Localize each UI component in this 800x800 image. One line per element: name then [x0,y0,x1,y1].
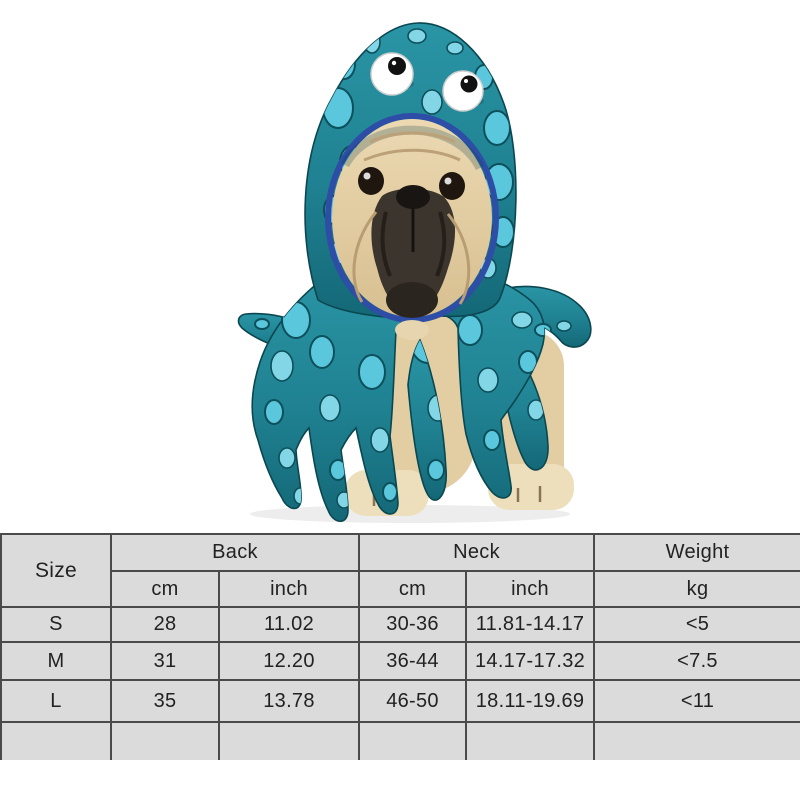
cell-back-cm: 31 [110,641,220,681]
pug-face [332,119,492,340]
product-photo [237,22,592,523]
googly-eye-right [442,70,484,112]
cell-back-inch: 12.20 [217,641,361,681]
subcol-neck-inch: inch [465,570,596,608]
googly-eyes [370,52,484,112]
cell-neck-inch: 11.81-14.17 [465,606,596,643]
column-group-neck: Neck [358,533,596,572]
size-row-l: L 35 13.78 46-50 18.11-19.69 <11 [0,679,800,723]
pug-nose [396,185,430,209]
cell-back-inch: 11.02 [217,606,361,643]
pug-eye-left [358,167,384,195]
cell-size: M [0,641,112,681]
subcol-weight-kg: kg [593,570,800,608]
cell-size: S [0,606,112,643]
octopus-costume-pug-illustration [237,22,592,523]
column-group-back: Back [109,533,361,572]
cell-back-cm: 28 [110,606,220,643]
cell-neck-cm: 30-36 [358,606,468,643]
cell-weight-kg: <5 [593,606,800,643]
cell-back-inch: 13.78 [217,679,361,723]
cell-neck-cm: 46-50 [358,679,468,723]
subcol-back-inch: inch [217,570,361,608]
subcol-back-cm: cm [110,570,220,608]
cell-weight-kg: <11 [593,679,800,723]
size-row-s: S 28 11.02 30-36 11.81-14.17 <5 [0,606,800,643]
cell-neck-cm: 36-44 [358,641,468,681]
cell-neck-inch: 14.17-17.32 [465,641,596,681]
cell-neck-inch: 18.11-19.69 [465,679,596,723]
size-chart-header-row: Size Back Neck Weight [0,533,800,608]
size-chart-corner-label: Size [0,533,112,608]
cell-weight-kg: <7.5 [593,641,800,681]
size-chart-empty-row [0,721,800,760]
cell-back-cm: 35 [110,679,220,723]
pug-eye-right [439,172,465,200]
size-chart-section: Size Back Neck Weight cm inch cm inch kg… [0,533,800,760]
size-chart-table: Size Back Neck Weight cm inch cm inch kg… [0,533,800,760]
subcol-neck-cm: cm [358,570,468,608]
cell-size: L [0,679,112,723]
size-row-m: M 31 12.20 36-44 14.17-17.32 <7.5 [0,641,800,681]
size-chart-subheader-row: cm inch cm inch kg [1,570,800,608]
column-group-weight: Weight [593,533,800,572]
